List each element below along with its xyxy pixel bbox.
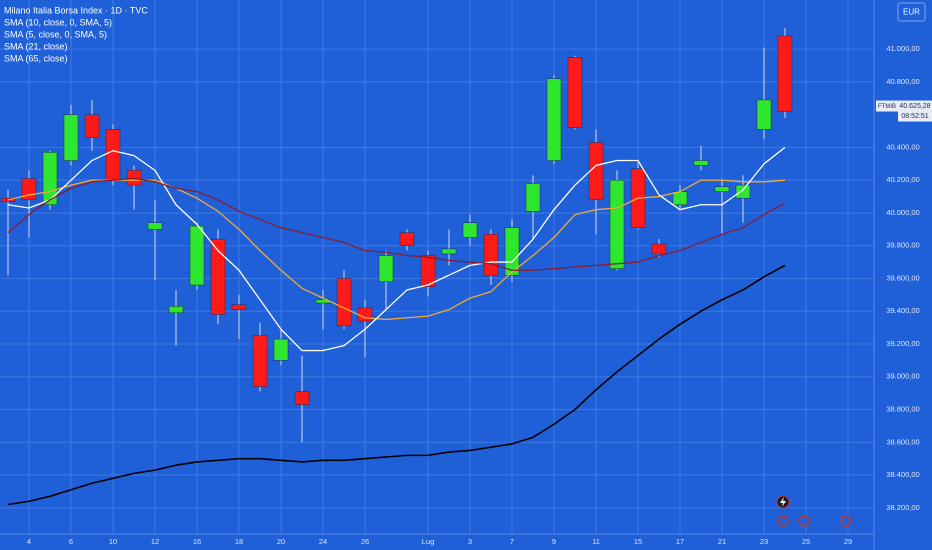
y-tick-label: 40.800,00: [886, 77, 919, 86]
currency-button[interactable]: EUR: [897, 2, 926, 22]
y-tick-label: 38.200,00: [886, 503, 919, 512]
x-tick-label: 3: [468, 537, 472, 546]
y-tick-label: 38.400,00: [886, 470, 919, 479]
candle-body: [546, 78, 562, 161]
symbol-label: FTMIB: [878, 104, 896, 110]
candle-body: [693, 160, 709, 166]
legend: Milano Italia Borsa Index · 1D · TVC SMA…: [4, 5, 148, 63]
y-tick-label: 39.800,00: [886, 241, 919, 250]
y-tick-label: 40.400,00: [886, 142, 919, 151]
candle-body: [357, 307, 373, 322]
x-tick-label: 21: [718, 537, 726, 546]
plot-area: [0, 27, 793, 506]
event-icons: [776, 495, 852, 527]
candle-body: [252, 335, 268, 387]
countdown-label: 08:52:51: [901, 113, 928, 120]
ma-line: [7, 179, 786, 321]
x-tick-label: 23: [760, 537, 768, 546]
candle-body: [420, 255, 436, 287]
y-tick-label: 39.400,00: [886, 306, 919, 315]
x-tick-label: 17: [676, 537, 684, 546]
candle-body: [735, 184, 751, 199]
lightning-icon: [780, 497, 786, 507]
candle-body: [147, 222, 163, 230]
y-tick-label: 40.200,00: [886, 175, 919, 184]
candle-body: [168, 306, 184, 314]
candle-body: [189, 225, 205, 286]
y-tick-label: 39.000,00: [886, 372, 919, 381]
candle-body: [273, 338, 289, 361]
x-tick-label: 6: [69, 537, 73, 546]
candle-body: [0, 197, 16, 202]
x-tick-label: Lug: [422, 537, 435, 546]
candle-body: [294, 391, 310, 405]
candle-body: [462, 222, 478, 238]
y-tick-label: 39.200,00: [886, 339, 919, 348]
x-tick-label: 24: [319, 537, 327, 546]
x-tick-label: 16: [193, 537, 201, 546]
ma-line: [7, 177, 786, 271]
candle-body: [525, 183, 541, 212]
candle-body: [210, 238, 226, 315]
candle-body: [126, 170, 142, 186]
x-tick-label: 15: [634, 537, 642, 546]
currency-label[interactable]: EUR: [903, 8, 920, 17]
event-icon[interactable]: [798, 515, 810, 527]
legend-title: Milano Italia Borsa Index · 1D · TVC: [4, 5, 148, 15]
x-tick-label: 4: [27, 537, 31, 546]
candle-body: [672, 191, 688, 206]
event-icon[interactable]: [777, 515, 789, 527]
price-label: 40.625,28: [899, 103, 930, 110]
candle-body: [483, 233, 499, 276]
x-tick-label: 7: [510, 537, 514, 546]
legend-entry[interactable]: SMA (5, close, 0, SMA, 5): [4, 29, 107, 39]
candle-body: [567, 57, 583, 129]
x-tick-label: 11: [592, 537, 600, 546]
candle-body: [588, 142, 604, 201]
x-tick-label: 9: [552, 537, 556, 546]
currency-box[interactable]: [897, 2, 926, 22]
candle-body: [63, 114, 79, 161]
legend-entry[interactable]: SMA (10, close, 0, SMA, 5): [4, 17, 112, 27]
legend-entry[interactable]: SMA (21, close): [4, 41, 68, 51]
candle-body: [651, 243, 667, 255]
candle-body: [714, 186, 730, 192]
candle-body: [441, 248, 457, 255]
candle-body: [84, 114, 100, 138]
candle-body: [378, 255, 394, 282]
legend-entry[interactable]: SMA (65, close): [4, 53, 68, 63]
ma-line: [7, 146, 786, 352]
candle-body: [756, 99, 772, 130]
y-tick-label: 39.600,00: [886, 273, 919, 282]
x-tick-label: 18: [235, 537, 243, 546]
ma-line: [7, 264, 786, 506]
y-tick-label: 38.800,00: [886, 404, 919, 413]
event-icon[interactable]: [840, 515, 852, 527]
candle-body: [777, 35, 793, 112]
candle-body: [231, 304, 247, 310]
candle-body: [609, 179, 625, 269]
x-tick-label: 29: [844, 537, 852, 546]
x-tick-label: 10: [109, 537, 117, 546]
candle-body: [399, 232, 415, 246]
axes: 38.200,00 38.400,00 38.600,00 38.800,00 39.0…: [27, 44, 932, 546]
y-tick-label: 41.000,00: [886, 44, 919, 53]
x-tick-label: 25: [802, 537, 810, 546]
x-tick-label: 20: [277, 537, 285, 546]
candle-body: [336, 278, 352, 327]
x-tick-label: 26: [361, 537, 369, 546]
candle-body: [105, 129, 121, 181]
candle-body: [504, 227, 520, 276]
y-tick-label: 40.000,00: [886, 208, 919, 217]
y-tick-label: 38.600,00: [886, 437, 919, 446]
symbol-tag: [876, 100, 898, 112]
x-tick-label: 12: [151, 537, 159, 546]
price-tag: [898, 100, 932, 122]
